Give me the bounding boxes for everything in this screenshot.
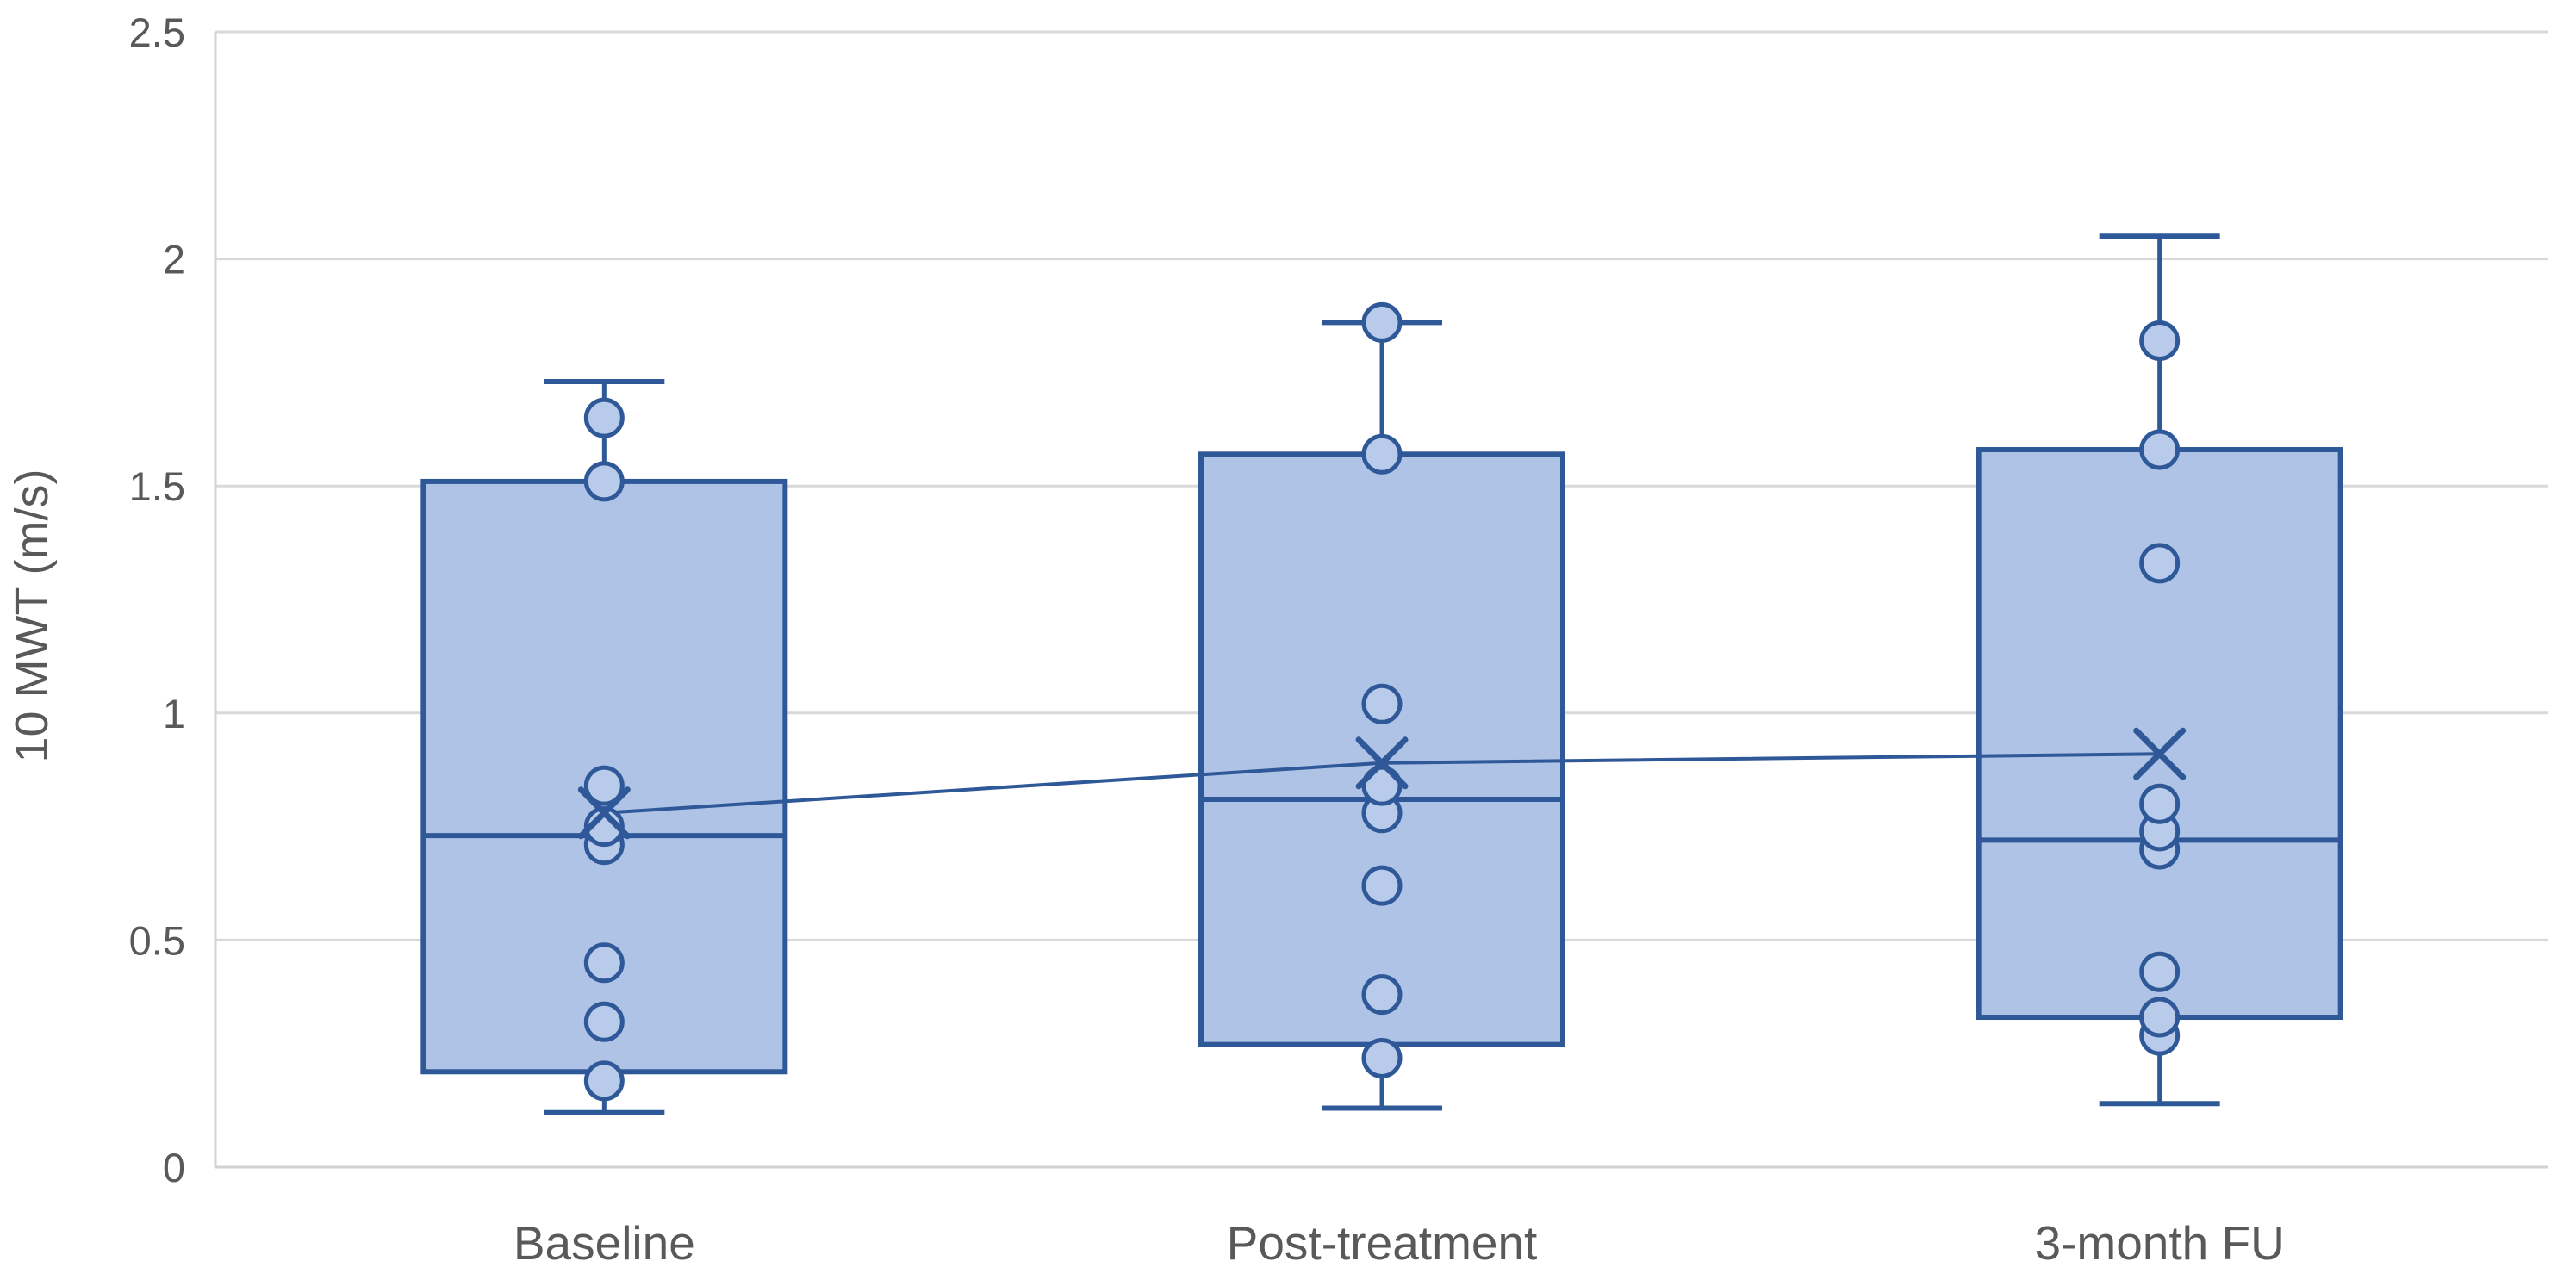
data-point-baseline	[583, 1060, 625, 1102]
y-axis-title: 10 MWT (m/s)	[6, 469, 58, 763]
data-point-baseline	[583, 765, 625, 806]
x-category-label-post-treatment: Post-treatment	[1227, 1216, 1538, 1270]
data-point-baseline	[583, 397, 625, 438]
y-tick-label-1: 1	[163, 691, 185, 736]
y-tick-label-2.5: 2.5	[129, 9, 185, 55]
iqr-box-post-treatment	[1198, 451, 1565, 1047]
y-tick-label-0.5: 0.5	[129, 917, 185, 963]
x-category-label-baseline: Baseline	[513, 1216, 695, 1270]
chart-generated-content: 0 0.5 1 1.5 2 2.5 Baseline Post-treatment 3-mont…	[129, 9, 2548, 1270]
data-point-post-treatment	[1361, 301, 1403, 343]
data-point-3-month-fu	[2139, 783, 2181, 824]
mean-marker-x-post-treatment	[1355, 736, 1409, 790]
iqr-box-3-month-fu	[1976, 447, 2343, 1021]
data-point-post-treatment	[1361, 433, 1403, 475]
data-point-post-treatment	[1361, 974, 1403, 1016]
y-tick-label-2: 2	[163, 237, 185, 283]
data-point-baseline	[583, 461, 625, 502]
data-point-baseline	[583, 942, 625, 984]
data-point-3-month-fu	[2139, 429, 2181, 470]
data-point-baseline	[583, 806, 625, 848]
data-point-3-month-fu	[2139, 997, 2181, 1038]
y-tick-label-0: 0	[163, 1145, 185, 1190]
data-point-post-treatment	[1361, 1037, 1403, 1078]
data-point-baseline	[583, 1001, 625, 1042]
x-category-label-3-month-fu: 3-month FU	[2034, 1216, 2284, 1270]
data-point-post-treatment	[1361, 683, 1403, 724]
data-point-post-treatment	[1361, 765, 1403, 806]
data-point-3-month-fu	[2139, 320, 2181, 361]
mean-marker-x-baseline	[577, 786, 631, 840]
data-point-3-month-fu	[2139, 951, 2181, 992]
mean-marker-x-3-month-fu	[2133, 727, 2187, 780]
data-point-post-treatment	[1361, 865, 1403, 906]
y-tick-label-1.5: 1.5	[129, 463, 185, 509]
data-point-3-month-fu	[2139, 543, 2181, 584]
